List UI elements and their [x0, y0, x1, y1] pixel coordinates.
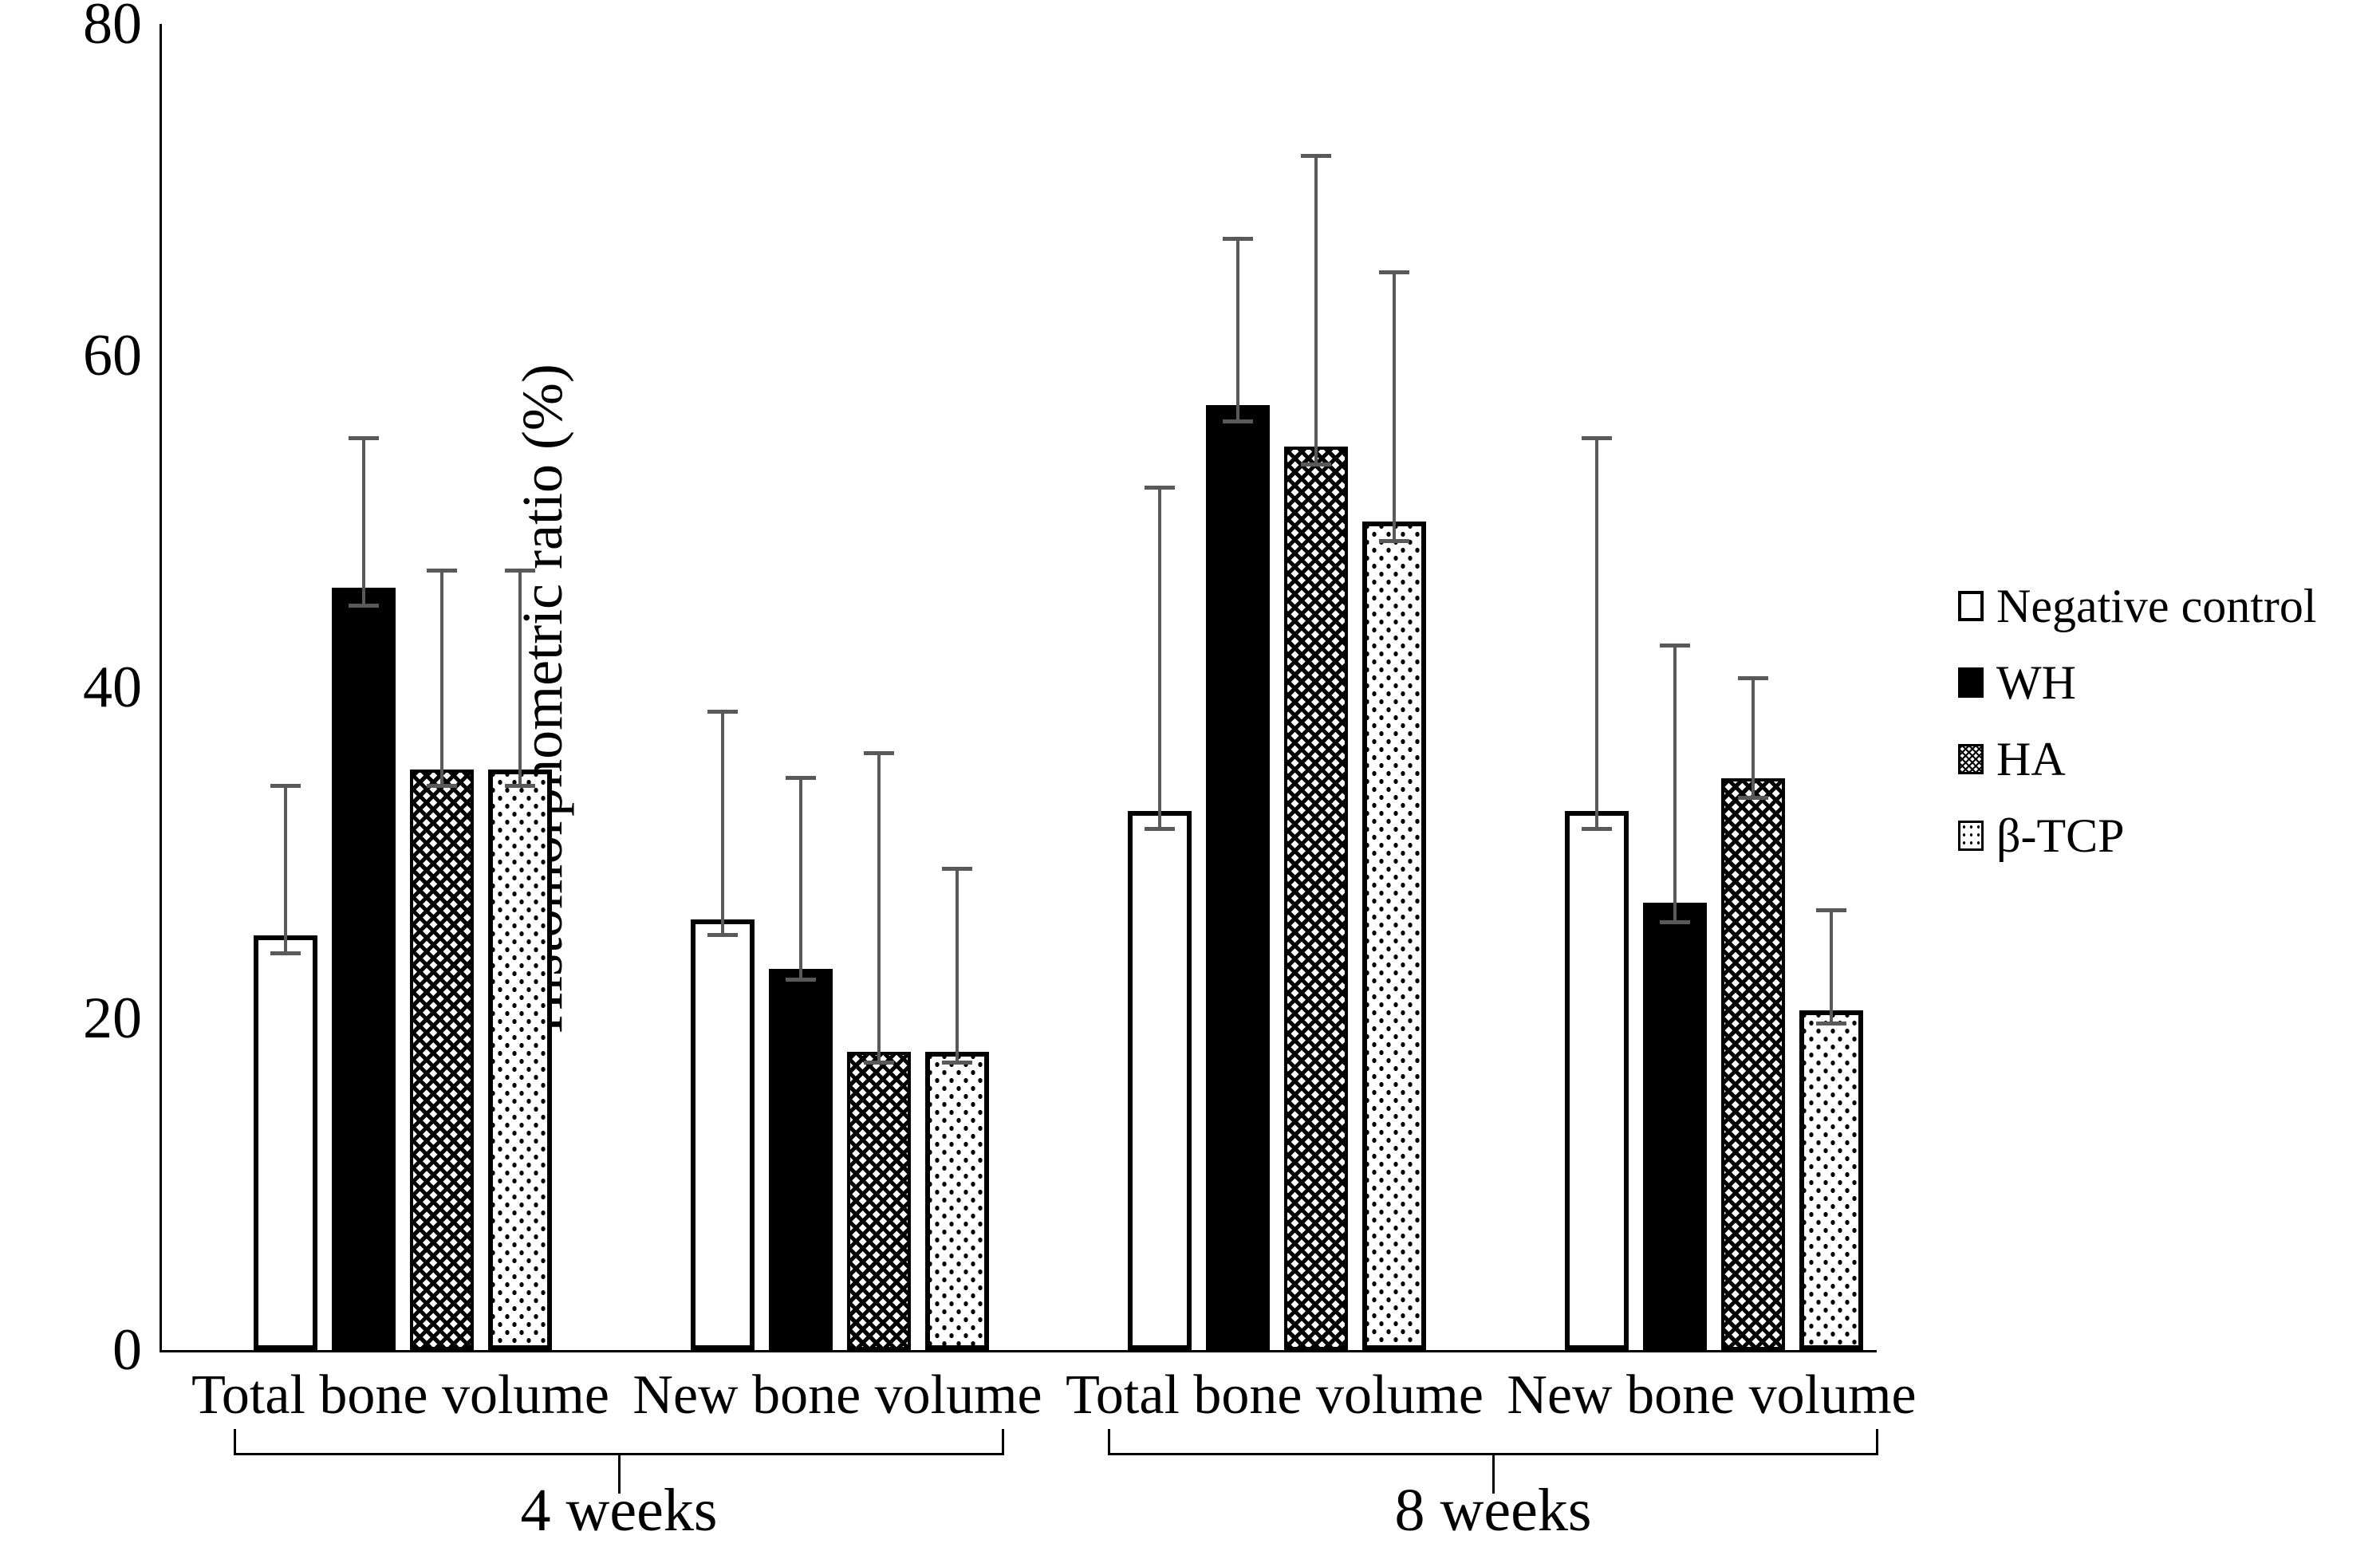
error-bar [956, 869, 959, 1064]
bar-β-tcp [925, 1051, 989, 1350]
bar-wh [332, 587, 396, 1350]
y-tick-label: 80 [83, 0, 142, 57]
error-bar-cap [1301, 154, 1331, 159]
error-bar-cap [427, 784, 457, 789]
legend-marker-open-icon [1958, 591, 1984, 621]
error-bar-cap [1660, 919, 1690, 924]
error-bar-cap [1145, 486, 1175, 490]
category-label: New bone volume [1507, 1364, 1917, 1426]
category-label: Total bone volume [1066, 1364, 1484, 1426]
legend-label: β-TCP [1996, 809, 2125, 862]
error-bar-cap [505, 784, 535, 789]
error-bar-cap [505, 569, 535, 573]
error-bar-cap [1145, 827, 1175, 832]
week-bracket-end-tick [234, 1429, 236, 1453]
error-bar [799, 777, 802, 981]
week-label: 4 weeks [520, 1477, 718, 1544]
error-bar [1236, 239, 1239, 422]
error-bar-cap [1379, 538, 1409, 543]
legend-marker-crosshatch-icon [1958, 744, 1984, 774]
error-bar-cap [1816, 1021, 1846, 1025]
error-bar-cap [1223, 237, 1253, 242]
error-bar [1158, 488, 1161, 830]
error-bar-cap [349, 435, 379, 440]
error-bar [1830, 911, 1833, 1024]
error-bar-cap [270, 784, 301, 789]
y-tick-label: 0 [112, 1317, 142, 1383]
error-bar-cap [1816, 908, 1846, 913]
error-bar [518, 571, 522, 787]
error-bar [721, 711, 724, 936]
week-bracket [1108, 1453, 1878, 1455]
error-bar-cap [1738, 676, 1768, 681]
bar-negative-control [1128, 811, 1192, 1350]
error-bar-cap [942, 1061, 972, 1065]
bar-β-tcp [1799, 1010, 1863, 1350]
error-bar [362, 438, 365, 606]
bar-ha [1721, 777, 1785, 1350]
error-bar-cap [1223, 419, 1253, 423]
legend-item: Negative control [1958, 568, 2317, 644]
error-bar-cap [1379, 270, 1409, 274]
legend-item: HA [1958, 721, 2317, 797]
y-tick-label: 60 [83, 322, 142, 388]
error-bar-cap [786, 775, 816, 780]
week-bracket-mid-tick [617, 1455, 621, 1494]
week-bracket-end-tick [1002, 1429, 1004, 1453]
error-bar [440, 571, 443, 787]
legend-item: WH [1958, 644, 2317, 721]
legend-item: β-TCP [1958, 797, 2317, 874]
error-bar-cap [707, 933, 738, 938]
legend-label: HA [1996, 733, 2066, 785]
error-bar [877, 753, 881, 1064]
bar-wh [1206, 405, 1270, 1350]
error-bar [1595, 438, 1598, 830]
week-bracket-end-tick [1876, 1429, 1878, 1453]
error-bar-cap [349, 603, 379, 608]
week-bracket [234, 1453, 1004, 1455]
y-tick-label: 40 [83, 654, 142, 720]
bar-negative-control [254, 935, 317, 1350]
bar-negative-control [691, 919, 755, 1350]
legend-label: WH [1996, 656, 2076, 709]
error-bar-cap [864, 1061, 894, 1065]
legend-marker-dots-icon [1958, 821, 1984, 851]
error-bar-cap [1660, 643, 1690, 648]
bar-ha [1284, 447, 1348, 1350]
error-bar-cap [270, 951, 301, 956]
category-label: New bone volume [632, 1364, 1042, 1426]
error-bar-cap [1738, 795, 1768, 800]
error-bar-cap [942, 867, 972, 872]
bar-wh [769, 968, 833, 1350]
error-bar-cap [864, 750, 894, 755]
bar-β-tcp [1362, 521, 1426, 1350]
week-bracket-end-tick [1108, 1429, 1110, 1453]
error-bar-cap [707, 709, 738, 714]
error-bar [1752, 679, 1755, 798]
error-bar [1393, 272, 1396, 541]
week-label: 8 weeks [1394, 1477, 1592, 1544]
error-bar-cap [427, 569, 457, 573]
bar-negative-control [1565, 811, 1629, 1350]
bar-ha [847, 1051, 911, 1350]
legend-label: Negative control [1996, 580, 2317, 632]
error-bar-cap [1582, 827, 1612, 832]
y-tick-label: 20 [83, 986, 142, 1052]
error-bar [284, 786, 287, 955]
error-bar [1314, 156, 1318, 465]
error-bar-cap [1301, 462, 1331, 466]
plot-area [160, 24, 1877, 1352]
legend: Negative control WH HA β-TCP [1958, 568, 2317, 874]
week-bracket-mid-tick [1491, 1455, 1495, 1494]
error-bar [1673, 645, 1677, 923]
bar-wh [1643, 902, 1707, 1350]
error-bar-cap [1582, 435, 1612, 440]
category-label: Total bone volume [191, 1364, 609, 1426]
error-bar-cap [786, 978, 816, 982]
bar-β-tcp [488, 770, 552, 1350]
bar-ha [410, 770, 474, 1350]
legend-marker-solid-icon [1958, 667, 1984, 698]
